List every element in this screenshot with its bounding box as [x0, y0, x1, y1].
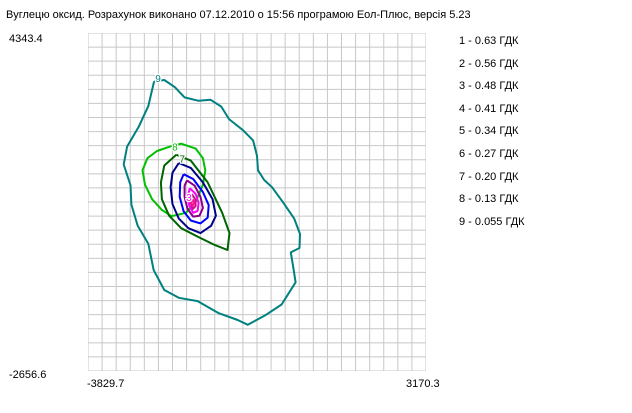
contour-line-3	[186, 187, 200, 214]
legend-item: 7 - 0.20 ГДК	[459, 170, 519, 183]
chart-title: Вуглецю оксид. Розрахунок виконано 07.12…	[6, 9, 471, 21]
legend-item: 4 - 0.41 ГДК	[459, 102, 519, 115]
contour-line-6	[169, 162, 217, 235]
contour-label-3: 3	[186, 193, 192, 204]
contour-line-4	[183, 179, 204, 218]
contour-label-8: 8	[172, 143, 178, 154]
contour-line-1	[190, 198, 196, 207]
contour-label-9: 9	[155, 74, 161, 85]
contour-line-2	[189, 193, 197, 210]
contour-line-9	[122, 79, 301, 326]
contour-line-7	[159, 153, 231, 251]
contour-label-7: 7	[179, 154, 185, 165]
y-max-label: 4343.4	[9, 33, 43, 45]
legend-item: 6 - 0.27 ГДК	[459, 147, 519, 160]
contour-line-8	[141, 142, 207, 218]
legend-item: 2 - 0.56 ГДК	[459, 57, 519, 70]
contour-plot: 9 87 3	[88, 33, 426, 371]
x-max-label: 3170.3	[406, 378, 440, 390]
contour-line-5	[178, 173, 210, 225]
legend: 1 - 0.63 ГДК 2 - 0.56 ГДК 3 - 0.48 ГДК 4 - …	[459, 34, 525, 237]
x-min-label: -3829.7	[87, 378, 125, 390]
contour-labels: 9 87 3	[154, 73, 193, 205]
legend-item: 9 - 0.055 ГДК	[459, 215, 525, 228]
legend-item: 8 - 0.13 ГДК	[459, 193, 519, 206]
y-min-label: -2656.6	[9, 369, 47, 381]
legend-item: 3 - 0.48 ГДК	[459, 80, 519, 93]
contour-lines	[122, 79, 301, 326]
legend-item: 5 - 0.34 ГДК	[459, 125, 519, 138]
legend-item: 1 - 0.63 ГДК	[459, 35, 519, 47]
